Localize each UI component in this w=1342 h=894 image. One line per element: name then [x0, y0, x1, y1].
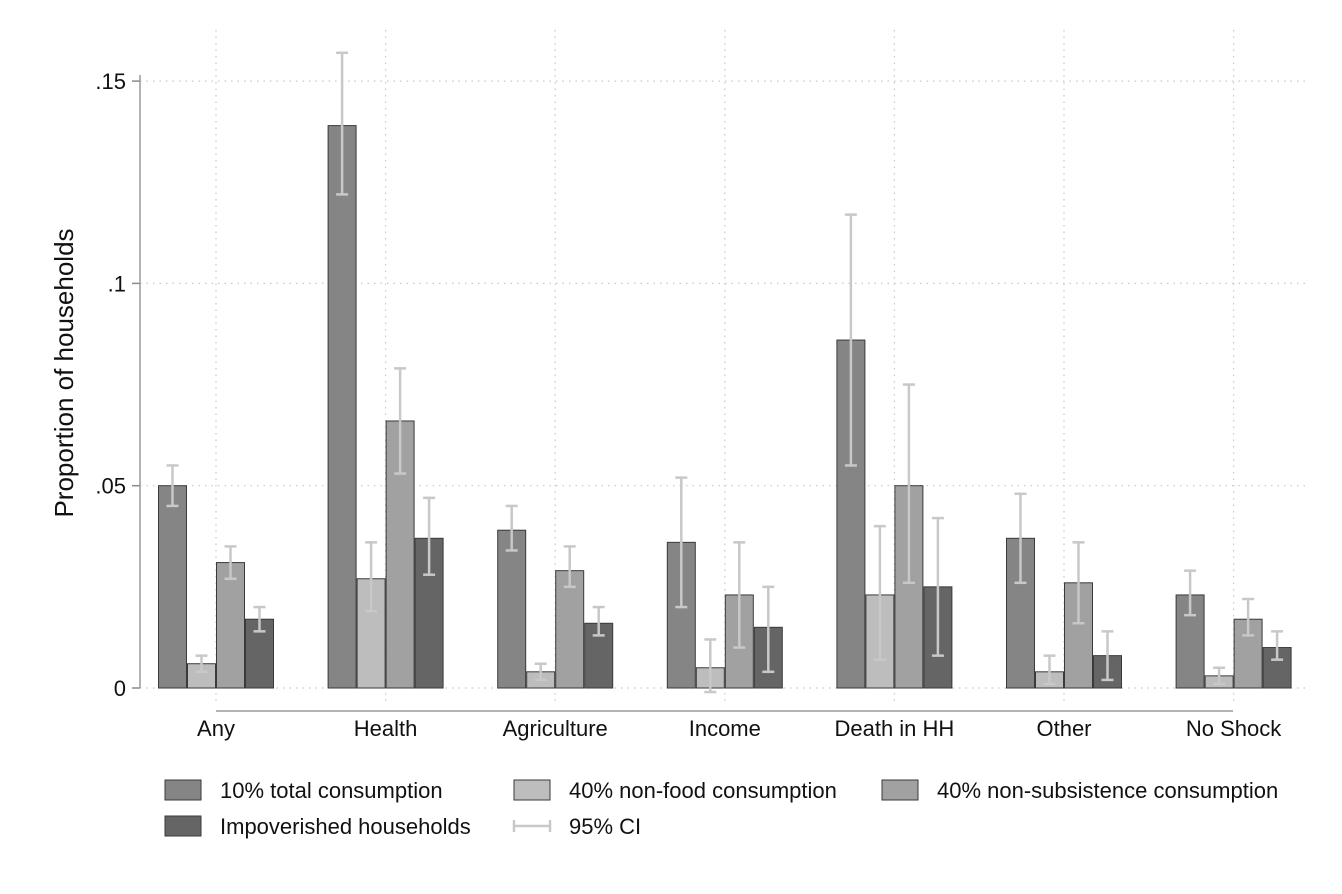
ci-whisker	[423, 496, 436, 576]
ci-whisker	[873, 524, 886, 661]
y-tick-label: .05	[95, 474, 126, 499]
ci-whisker	[1184, 569, 1197, 617]
legend-label: Impoverished households	[220, 814, 471, 839]
legend-item: 40% non-food consumption	[513, 778, 837, 803]
legend-swatch	[164, 815, 202, 837]
bar	[497, 529, 527, 689]
ci-whisker	[505, 504, 518, 552]
legend-swatch	[881, 779, 919, 801]
legend-item: 10% total consumption	[164, 778, 443, 803]
ci-whisker	[563, 545, 576, 589]
ci-whisker	[675, 476, 688, 609]
ci-whisker	[931, 516, 944, 657]
y-axis-title: Proportion of households	[49, 228, 79, 517]
legend-label: 10% total consumption	[220, 778, 443, 803]
legend-label: 40% non-subsistence consumption	[937, 778, 1278, 803]
legend-item: Impoverished households	[164, 814, 471, 839]
ci-whisker	[534, 662, 547, 682]
ci-whisker	[1271, 630, 1284, 661]
ci-whisker	[253, 605, 266, 633]
ci-whisker	[844, 213, 857, 467]
ci-whisker	[195, 654, 208, 674]
confidence-intervals	[166, 51, 1284, 694]
legend-label: 40% non-food consumption	[569, 778, 837, 803]
ci-whisker	[224, 545, 237, 581]
ci-whisker	[1043, 654, 1056, 686]
ci-whisker	[166, 464, 179, 508]
y-tick-label: .1	[108, 271, 126, 296]
legend-swatch	[164, 779, 202, 801]
ci-whisker	[1213, 666, 1226, 686]
bars	[158, 125, 1292, 689]
bar	[555, 570, 585, 689]
x-tick-label: Other	[1036, 716, 1091, 741]
ci-whisker	[336, 51, 349, 196]
ci-whisker	[1014, 492, 1027, 585]
legend-item: 40% non-subsistence consumption	[881, 778, 1278, 803]
legend-item: 95% CI	[512, 814, 641, 839]
ci-whisker	[902, 383, 915, 585]
axes	[132, 75, 1233, 712]
legend-swatch	[513, 779, 551, 801]
x-tick-label: Income	[689, 716, 761, 741]
bar	[327, 125, 357, 689]
x-tick-label: Death in HH	[834, 716, 954, 741]
legend: 10% total consumption 40% non-food consum…	[164, 778, 1278, 839]
x-tick-label: Any	[197, 716, 235, 741]
ci-whisker	[365, 541, 378, 613]
x-tick-label: Agriculture	[503, 716, 608, 741]
axis-labels: 0 .05 .1 .15 Any Health Agriculture Income Death…	[95, 69, 1282, 741]
y-tick-label: .15	[95, 69, 126, 94]
ci-whisker	[733, 541, 746, 649]
bar	[158, 485, 187, 689]
ci-whisker	[1072, 541, 1085, 625]
x-tick-label: Health	[354, 716, 418, 741]
ci-whisker	[394, 367, 407, 475]
ci-whisker	[592, 605, 605, 637]
y-tick-label: 0	[114, 676, 126, 701]
x-tick-label: No Shock	[1186, 716, 1282, 741]
ci-whisker	[1101, 630, 1114, 682]
bar	[216, 562, 245, 689]
ci-whisker	[704, 638, 717, 694]
legend-label: 95% CI	[569, 814, 641, 839]
ci-whisker	[1242, 597, 1255, 637]
ci-whisker	[762, 585, 775, 674]
